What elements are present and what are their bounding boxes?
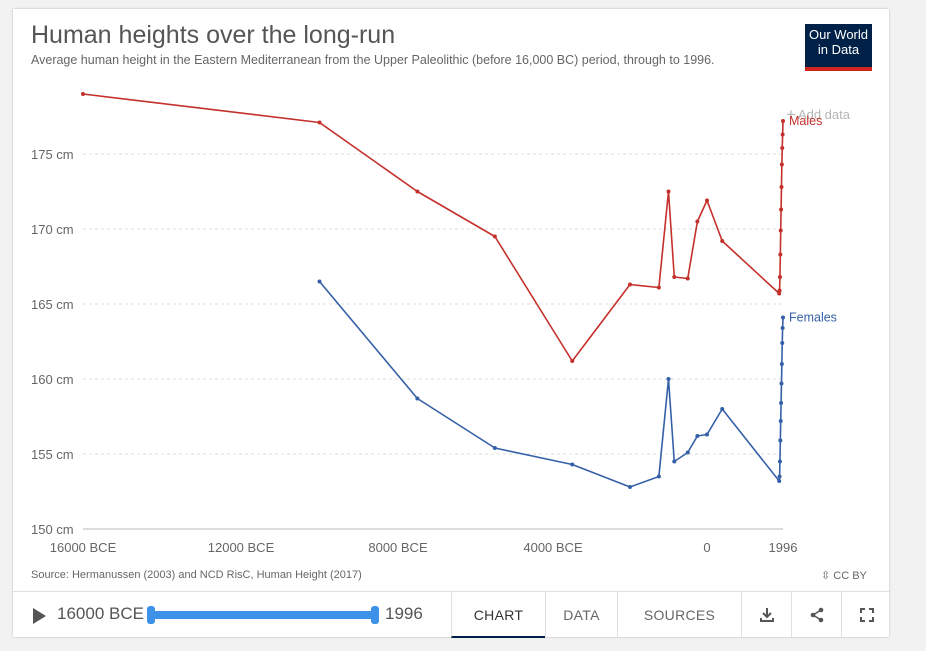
chart-card: Human heights over the long-run Average … (13, 9, 889, 638)
chart-subtitle: Average human height in the Eastern Medi… (31, 53, 715, 67)
x-tick-label: 4000 BCE (523, 540, 583, 555)
download-icon (760, 608, 774, 622)
line-chart: 150 cm 155 cm 160 cm 165 cm 170 cm 175 cm 160… (31, 92, 837, 555)
data-point (695, 434, 700, 438)
add-data-button[interactable]: + Add data (786, 104, 850, 124)
data-point (685, 276, 690, 281)
chart-footer: 16000 BCE 1996 CHART DATA SOURCES (13, 591, 889, 638)
page-title: Human heights over the long-run (31, 21, 396, 49)
data-point (781, 119, 785, 123)
data-point (778, 419, 783, 423)
data-point (777, 459, 782, 464)
timeline-end-handle[interactable] (371, 606, 379, 624)
data-point (720, 407, 725, 411)
data-point (415, 189, 420, 194)
download-button[interactable] (741, 592, 792, 638)
add-data-label: Add data (797, 107, 850, 122)
data-point (720, 239, 725, 243)
x-tick-label: 1996 (769, 540, 798, 555)
logo-line-2: in Data (817, 42, 860, 57)
tab-sources[interactable]: SOURCES (617, 592, 741, 638)
data-point (656, 285, 661, 290)
data-point (780, 326, 785, 330)
y-tick-label: 175 cm (31, 147, 74, 162)
share-icon (810, 607, 824, 623)
timeline-start-handle[interactable] (147, 606, 155, 624)
series-lines: Males Females (81, 92, 837, 489)
grid-lines (83, 153, 783, 530)
data-point (781, 315, 785, 320)
data-point (777, 291, 782, 296)
data-point (778, 252, 783, 257)
timeline-start-label: 16000 BCE (57, 604, 144, 623)
owid-logo[interactable]: Our World in Data (805, 24, 872, 71)
data-point (666, 189, 671, 194)
y-tick-label: 150 cm (31, 522, 74, 537)
y-tick-label: 160 cm (31, 372, 74, 387)
series-line-females (318, 280, 784, 488)
data-point (705, 432, 709, 437)
data-point (779, 207, 784, 212)
source-note[interactable]: Source: Hermanussen (2003) and NCD RisC,… (31, 569, 362, 581)
cc-icon: ⇳ (821, 570, 831, 582)
y-tick-label: 155 cm (31, 447, 74, 462)
play-icon[interactable] (33, 608, 46, 624)
data-point (570, 462, 575, 467)
data-point (779, 362, 784, 366)
data-point (779, 185, 784, 189)
data-point (685, 450, 690, 455)
data-point (695, 219, 700, 224)
x-axis: 16000 BCE 12000 BCE 8000 BCE 4000 BCE 0 1996 (50, 540, 798, 555)
data-point (779, 162, 784, 167)
y-axis: 150 cm 155 cm 160 cm 165 cm 170 cm 175 cm (31, 147, 74, 537)
x-tick-label: 16000 BCE (50, 540, 117, 555)
data-point (317, 120, 322, 125)
series-line-males (82, 93, 784, 362)
share-button[interactable] (791, 592, 842, 638)
tab-chart[interactable]: CHART (451, 592, 545, 638)
license-label: CC BY (833, 570, 867, 582)
data-point (780, 341, 785, 345)
data-point (628, 485, 632, 489)
data-point (628, 282, 632, 287)
data-point (656, 474, 661, 479)
data-point (780, 132, 785, 137)
data-point (81, 92, 85, 96)
timeline-slider[interactable] (147, 606, 379, 624)
data-point (492, 446, 497, 450)
data-point (777, 275, 782, 279)
x-tick-label: 8000 BCE (368, 540, 428, 555)
data-point (666, 377, 671, 381)
x-tick-label: 0 (703, 540, 710, 555)
fullscreen-icon (860, 608, 874, 622)
data-point (779, 401, 784, 405)
data-point (570, 359, 575, 363)
data-point (317, 279, 322, 284)
data-point (777, 288, 782, 293)
data-point (705, 198, 709, 203)
data-point (778, 438, 783, 443)
data-point (672, 275, 677, 279)
tab-data[interactable]: DATA (545, 592, 617, 638)
x-tick-label: 12000 BCE (208, 540, 275, 555)
timeline-end-label: 1996 (385, 604, 423, 623)
data-point (672, 459, 677, 464)
plus-icon: + (786, 105, 796, 124)
data-point (780, 146, 785, 150)
fullscreen-button[interactable] (841, 592, 892, 638)
series-label-males: Males (789, 114, 822, 128)
license-link[interactable]: ⇳ CC BY (821, 569, 867, 582)
y-tick-label: 170 cm (31, 222, 74, 237)
logo-line-1: Our World (809, 27, 868, 42)
y-tick-label: 165 cm (31, 297, 74, 312)
data-point (415, 396, 420, 401)
data-point (492, 234, 497, 239)
data-point (777, 474, 782, 479)
data-point (779, 381, 784, 386)
series-label-females: Females (789, 311, 837, 325)
data-point (778, 228, 783, 233)
data-point (777, 479, 782, 483)
